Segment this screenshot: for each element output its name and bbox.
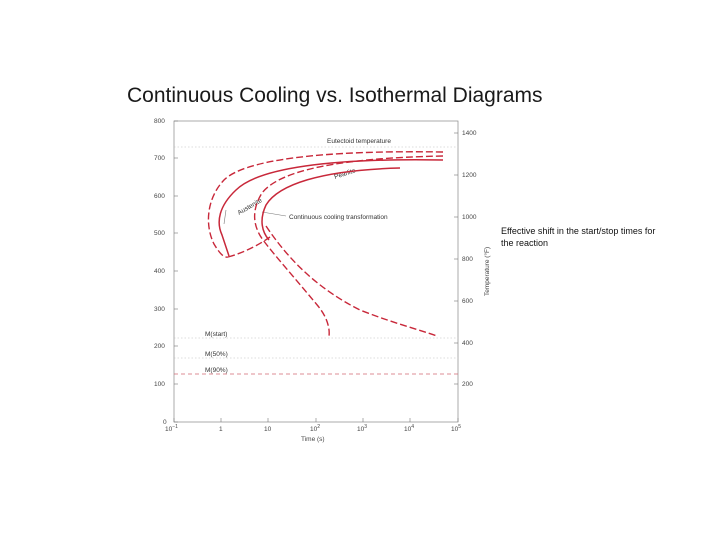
right-tick-1400: 1400 xyxy=(462,130,477,137)
right-tick-1200: 1200 xyxy=(462,172,477,179)
left-tick-700: 700 xyxy=(154,155,165,162)
right-tick-400: 400 xyxy=(462,340,473,347)
m-start-label: M(start) xyxy=(205,331,227,338)
x-axis-title: Time (s) xyxy=(301,436,325,443)
left-tick-500: 500 xyxy=(154,230,165,237)
right-tick-200: 200 xyxy=(462,381,473,388)
x-tick-2: 10 xyxy=(264,426,272,433)
left-tick-200: 200 xyxy=(154,343,165,350)
isothermal-start-curve xyxy=(218,159,444,257)
left-tick-0: 0 xyxy=(163,419,167,426)
x-tick-3: 102 xyxy=(310,424,320,433)
left-y-ticks: 800 700 600 500 400 300 200 100 0 xyxy=(154,118,178,426)
left-tick-300: 300 xyxy=(154,306,165,313)
x-tick-6: 105 xyxy=(451,424,461,433)
pearlite-label: Pearlite xyxy=(333,167,356,181)
m-50-label: M(50%) xyxy=(205,351,228,358)
slide-title: Continuous Cooling vs. Isothermal Diagra… xyxy=(127,84,543,107)
x-tick-5: 104 xyxy=(404,424,414,433)
right-tick-800: 800 xyxy=(462,256,473,263)
left-tick-600: 600 xyxy=(154,193,165,200)
cct-leader xyxy=(261,211,287,217)
left-tick-400: 400 xyxy=(154,268,165,275)
isothermal-finish-curve xyxy=(261,167,401,241)
austenite-label: Austenite xyxy=(237,197,264,217)
x-tick-4: 103 xyxy=(357,424,367,433)
cct-label: Continuous cooling transformation xyxy=(289,214,388,221)
right-tick-1000: 1000 xyxy=(462,214,477,221)
eutectoid-label: Eutectoid temperature xyxy=(327,138,391,145)
austenite-leader xyxy=(223,209,227,225)
cct-cooling-path xyxy=(265,225,438,337)
annotation-note: Effective shift in the start/stop times … xyxy=(501,226,656,248)
x-ticks: 10−1 1 10 102 103 104 105 Time (s) xyxy=(165,418,461,443)
left-tick-800: 800 xyxy=(154,118,165,125)
x-tick-1: 1 xyxy=(219,426,223,433)
right-y-ticks: 1400 1200 1000 800 600 400 200 Temperatu… xyxy=(454,130,491,388)
cct-start-curve xyxy=(207,151,444,258)
x-tick-0: 10−1 xyxy=(165,424,178,433)
right-axis-title: Temperature (°F) xyxy=(483,247,491,296)
cct-finish-curve xyxy=(253,155,444,337)
m-90-label: M(90%) xyxy=(205,367,228,374)
plot-frame xyxy=(173,120,459,423)
right-tick-600: 600 xyxy=(462,298,473,305)
left-tick-100: 100 xyxy=(154,381,165,388)
cct-connector xyxy=(227,236,271,258)
